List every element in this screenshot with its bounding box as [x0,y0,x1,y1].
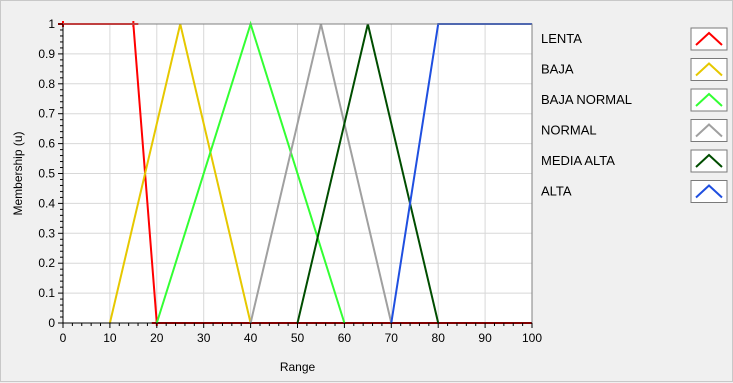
legend-swatch-box[interactable] [690,180,728,203]
x-tick-label: 50 [291,331,305,345]
legend: LENTA BAJA BAJA NORMAL NORMAL MEDIA ALTA ALTA [541,27,728,203]
x-tick-label: 40 [244,331,258,345]
y-tick-label: 0.6 [38,137,55,151]
x-tick-label: 20 [150,331,164,345]
y-tick-label: 0.7 [38,107,55,121]
x-tick-label: 30 [197,331,211,345]
y-tick-label: 0.5 [38,167,55,181]
legend-swatch-line [695,62,723,77]
legend-swatch-box[interactable] [690,88,728,112]
legend-swatch-box[interactable] [690,119,728,142]
y-tick-label: 1 [48,17,55,31]
y-tick-label: 0.9 [38,47,55,61]
legend-label: ALTA [541,184,572,199]
legend-swatch-box[interactable] [690,27,728,51]
legend-label: NORMAL [541,123,597,138]
x-axis-label: Range [280,360,316,374]
x-tick-label: 90 [478,331,492,345]
x-tick-label: 80 [432,331,446,345]
x-tick-label: 10 [103,331,117,345]
legend-swatch-box[interactable] [690,58,728,81]
legend-swatch-line [695,92,723,107]
y-tick-label: 0.2 [38,256,55,270]
x-tick-label: 100 [522,331,542,345]
x-tick-label: 0 [60,331,67,345]
legend-swatch-line [695,184,723,199]
x-tick-label: 60 [338,331,352,345]
y-tick-label: 0.3 [38,226,55,240]
legend-swatch-box[interactable] [690,149,728,173]
legend-label: BAJA NORMAL [541,92,632,107]
y-tick-label: 0.8 [38,77,55,91]
y-tick-label: 0.4 [38,196,55,210]
x-tick-label: 70 [385,331,399,345]
y-axis-label: Membership (u) [11,131,25,215]
legend-swatch-line [695,153,723,168]
legend-label: BAJA [541,62,574,77]
y-tick-label: 0.1 [38,286,55,300]
ticks: 0 10 20 30 40 50 60 70 80 90 100 0 0.1 0.2 0.3 0.4 0.5 0.… [38,17,542,345]
legend-swatch-line [695,31,723,46]
legend-swatch-line [695,123,723,138]
legend-label: LENTA [541,31,582,46]
y-tick-label: 0 [48,316,55,330]
legend-label: MEDIA ALTA [541,153,615,168]
